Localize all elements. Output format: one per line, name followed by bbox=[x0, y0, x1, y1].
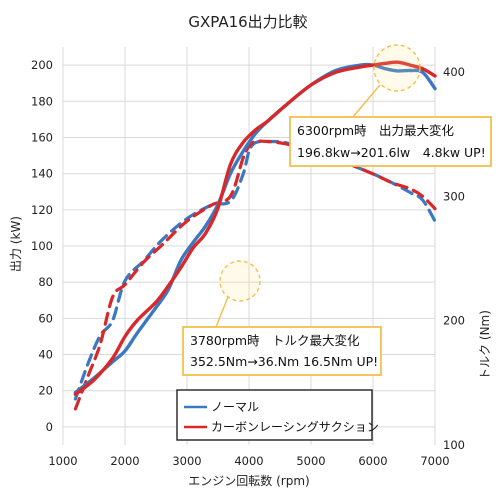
torque-line-normal bbox=[73, 139, 437, 401]
left-tick-label: 180 bbox=[31, 94, 53, 108]
right-axis-title: トルク (Nm) bbox=[478, 310, 492, 380]
left-tick-label: 140 bbox=[31, 167, 53, 181]
legend-label-carbon: カーボンレーシングサクション bbox=[211, 420, 379, 434]
left-tick-label: 160 bbox=[31, 130, 53, 144]
left-tick-label: 80 bbox=[38, 275, 53, 289]
x-tick-label: 7000 bbox=[420, 454, 449, 468]
torque-callout-line1: 3780rpm時 トルク最大変化 bbox=[190, 333, 360, 348]
left-tick-label: 0 bbox=[46, 420, 53, 434]
power-highlight-circle bbox=[373, 44, 421, 92]
left-tick-label: 200 bbox=[31, 58, 53, 72]
power-callout-line1: 6300rpm時 出力最大変化 bbox=[297, 123, 455, 138]
left-axis-ticks: 0 20 40 60 80 100 120 140 160 180 200 bbox=[31, 58, 53, 434]
power-callout-pointer bbox=[351, 84, 381, 119]
torque-callout-line2: 352.5Nm→36.Nm 16.5Nm UP! bbox=[190, 354, 378, 369]
right-axis-ticks: 100 200 300 400 bbox=[443, 65, 465, 452]
x-tick-label: 3000 bbox=[172, 454, 201, 468]
left-tick-label: 100 bbox=[31, 239, 53, 253]
series-layer bbox=[73, 60, 437, 411]
legend-label-normal: ノーマル bbox=[211, 400, 259, 414]
power-line-carbon-racing-suction bbox=[73, 60, 437, 396]
left-tick-label: 60 bbox=[38, 311, 53, 325]
x-tick-label: 2000 bbox=[110, 454, 139, 468]
right-tick-label: 400 bbox=[443, 65, 465, 79]
x-axis-title: エンジン回転数 (rpm) bbox=[188, 473, 309, 488]
right-tick-label: 200 bbox=[443, 314, 465, 328]
left-tick-label: 40 bbox=[38, 348, 53, 362]
torque-highlight-circle bbox=[219, 260, 261, 302]
torque-callout-box bbox=[182, 326, 382, 376]
x-tick-label: 5000 bbox=[296, 454, 325, 468]
power-line-normal bbox=[73, 62, 437, 395]
x-tick-label: 6000 bbox=[358, 454, 387, 468]
chart-title: GXPA16出力比較 bbox=[188, 13, 307, 31]
power-callout-box bbox=[289, 116, 492, 167]
right-tick-label: 100 bbox=[443, 438, 465, 452]
x-tick-label: 1000 bbox=[48, 454, 77, 468]
left-tick-label: 120 bbox=[31, 203, 53, 217]
x-tick-label: 4000 bbox=[234, 454, 263, 468]
right-tick-label: 300 bbox=[443, 189, 465, 203]
power-callout-line2: 196.8kw→201.6lw 4.8kw UP! bbox=[297, 145, 486, 160]
torque-callout-pointer bbox=[215, 296, 229, 328]
left-tick-label: 20 bbox=[38, 384, 53, 398]
left-axis-title: 出力 (kW) bbox=[9, 216, 23, 272]
torque-line-carbon-racing-suction bbox=[73, 139, 437, 411]
x-axis-ticks: 1000 2000 3000 4000 5000 6000 7000 bbox=[48, 454, 449, 468]
legend bbox=[176, 389, 373, 441]
